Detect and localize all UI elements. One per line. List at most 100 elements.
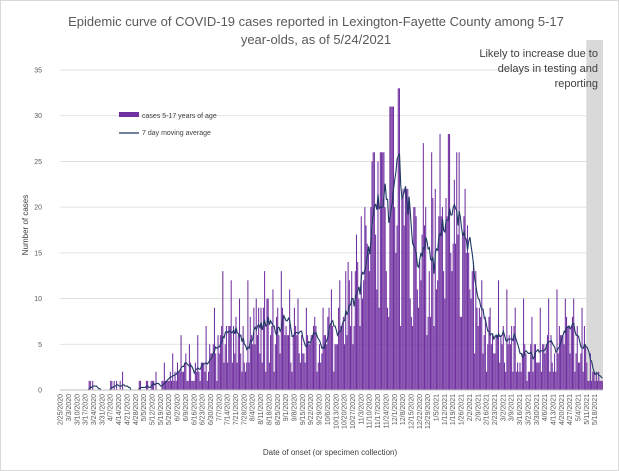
case-bar: [455, 243, 457, 390]
x-tick-label: 6/16/2020: [191, 394, 198, 425]
reporting-delay-shade: [586, 40, 603, 390]
x-tick-label: 5/18/2021: [592, 394, 599, 425]
case-bar: [375, 234, 377, 390]
case-bar: [342, 316, 344, 390]
case-bar: [469, 289, 471, 390]
case-bar: [521, 353, 523, 390]
x-tick-label: 1/26/2021: [459, 394, 466, 425]
case-bar: [169, 371, 171, 390]
case-bar: [432, 198, 434, 390]
case-bar: [349, 326, 352, 390]
x-tick-label: 5/26/2020: [166, 394, 173, 425]
case-bar: [371, 161, 373, 390]
case-bar: [216, 380, 218, 390]
case-bar: [564, 298, 566, 390]
chart-title-line-1: Epidemic curve of COVID-19 cases reporte…: [68, 14, 564, 29]
case-bar: [280, 271, 282, 390]
y-tick-label: 20: [34, 205, 42, 212]
case-bar: [383, 152, 385, 390]
case-bar: [211, 353, 213, 390]
case-bar: [451, 271, 453, 390]
case-bar: [256, 335, 258, 390]
x-tick-label: 4/27/2021: [567, 394, 574, 425]
case-bar: [398, 88, 400, 391]
case-bar: [599, 380, 601, 390]
x-tick-label: 3/3/2020: [66, 394, 73, 421]
case-bar: [231, 362, 233, 390]
case-bar: [252, 344, 254, 390]
x-tick-label: 8/25/2020: [275, 394, 282, 425]
case-bar: [437, 280, 439, 390]
case-bar: [431, 152, 433, 390]
case-bar: [332, 326, 334, 390]
case-bar: [301, 335, 303, 390]
case-bar: [567, 326, 569, 390]
case-bar: [200, 362, 202, 390]
case-bar: [247, 280, 249, 390]
case-bar: [264, 271, 266, 390]
case-bar: [573, 298, 575, 390]
case-bar: [172, 353, 174, 390]
case-bar: [570, 326, 572, 390]
case-bar: [410, 316, 412, 390]
x-tick-label: 6/9/2020: [183, 394, 190, 421]
x-tick-label: 10/6/2020: [325, 394, 332, 425]
case-bar: [597, 380, 599, 390]
case-bar: [438, 216, 440, 390]
case-bar: [496, 335, 498, 390]
case-bar: [379, 152, 381, 390]
case-bar: [453, 179, 455, 390]
case-bar: [167, 380, 169, 390]
x-tick-label: 2/2/2021: [467, 394, 474, 421]
case-bar: [286, 335, 288, 390]
case-bar: [204, 371, 206, 390]
case-bar: [507, 344, 509, 390]
case-bar: [317, 362, 319, 390]
x-tick-label: 5/11/2021: [584, 394, 591, 425]
case-bar: [279, 353, 281, 390]
case-bar: [291, 371, 293, 390]
case-bar: [412, 326, 414, 390]
case-bar: [471, 271, 473, 390]
case-bar: [166, 380, 168, 390]
case-bar: [205, 326, 207, 390]
case-bar: [227, 362, 229, 390]
case-bar: [176, 362, 178, 390]
case-bar: [441, 207, 443, 390]
case-bar: [364, 207, 366, 390]
case-bar: [517, 362, 519, 390]
case-bar: [305, 307, 307, 390]
case-bar: [422, 143, 424, 390]
case-bar: [139, 380, 142, 390]
case-bar: [297, 298, 299, 390]
case-bar: [397, 88, 399, 391]
case-bar: [476, 307, 478, 390]
y-tick-label: 10: [34, 296, 42, 303]
case-bar: [472, 262, 474, 390]
case-bar: [406, 188, 408, 390]
case-bar: [423, 225, 426, 390]
case-bar: [244, 371, 247, 390]
case-bar: [333, 371, 335, 390]
annotation-line-1: Likely to increase due to: [479, 48, 598, 60]
case-bar: [329, 326, 331, 390]
case-bar: [444, 298, 446, 390]
case-bar: [346, 335, 348, 390]
case-bar: [388, 316, 390, 390]
case-bar: [340, 326, 342, 390]
case-bar: [536, 362, 538, 390]
case-bar: [357, 262, 359, 390]
legend-bar-swatch: [119, 112, 139, 117]
case-bar: [174, 371, 176, 390]
case-bar: [420, 280, 422, 390]
x-tick-label: 9/22/2020: [308, 394, 315, 425]
x-tick-label: 1/5/2021: [434, 394, 441, 421]
case-bar: [203, 362, 205, 390]
case-bar: [425, 207, 427, 390]
x-tick-label: 4/28/2020: [133, 394, 140, 425]
x-tick-label: 12/29/2020: [425, 394, 432, 429]
case-bar: [400, 326, 402, 390]
case-bar: [170, 380, 173, 390]
x-tick-label: 3/23/2021: [525, 394, 532, 425]
